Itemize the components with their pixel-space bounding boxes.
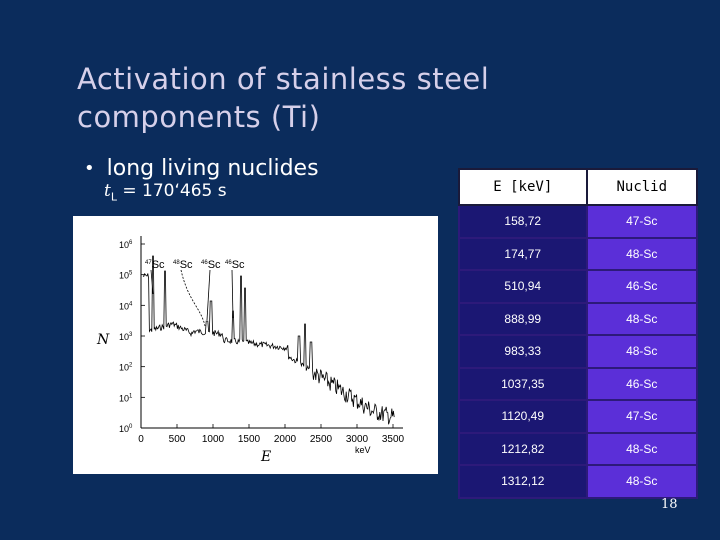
x-tick-label: 0 [138, 434, 144, 445]
y-tick-label: 106 [119, 240, 133, 250]
spectrum-trace [142, 255, 395, 425]
table-row: 1312,12 48-Sc [458, 464, 699, 499]
x-tick-label: 2500 [310, 434, 333, 445]
table-row: 1120,49 47-Sc [458, 399, 699, 434]
nuclid-cell: 48-Sc [585, 334, 699, 369]
nuclid-cell: 48-Sc [585, 301, 699, 336]
page-number: 18 [661, 497, 678, 512]
x-tick-label: 500 [169, 434, 186, 445]
bullet-item: • long living nuclides [84, 154, 319, 184]
table-row: 510,94 46-Sc [458, 269, 699, 304]
nuclide-table: E [keV] Nuclid 158,72 47-Sc 174,77 48-Sc 510… [458, 168, 699, 499]
header-nuclid: Nuclid [585, 168, 699, 206]
energy-cell: 1212,82 [458, 431, 588, 466]
x-tick-label: 1500 [238, 434, 261, 445]
table-row: 1037,35 46-Sc [458, 366, 699, 401]
x-tick-label: 1000 [202, 434, 225, 445]
x-tick-label: 3000 [346, 434, 369, 445]
y-tick-label: 105 [119, 271, 133, 281]
isotope-label: 46Sc [201, 259, 221, 271]
gamma-spectrum-plot: 106 105 104 103 102 101 100 0 500 1000 1500 2000 25… [73, 216, 438, 474]
arrow-47sc [150, 269, 154, 295]
x-tick-label: 3500 [382, 434, 405, 445]
nuclid-cell: 48-Sc [585, 464, 699, 499]
nuclid-cell: 48-Sc [585, 431, 699, 466]
nuclid-cell: 47-Sc [585, 399, 699, 434]
y-tick-label: 101 [119, 393, 133, 403]
energy-cell: 510,94 [458, 269, 588, 304]
nuclid-cell: 47-Sc [585, 204, 699, 239]
x-axis-unit: keV [355, 445, 371, 455]
lifetime-value: = 170‘465 s [122, 181, 227, 201]
table-row: 158,72 47-Sc [458, 204, 699, 239]
energy-cell: 1037,35 [458, 366, 588, 401]
table-row: 888,99 48-Sc [458, 301, 699, 336]
lifetime-subscript: L [110, 190, 117, 204]
y-tick-label: 100 [119, 424, 133, 434]
slide-title: Activation of stainless steel components… [77, 62, 490, 134]
arrow-46sc-b [231, 269, 234, 319]
energy-cell: 888,99 [458, 301, 588, 336]
bullet-dot-icon: • [84, 158, 95, 179]
nuclid-cell: 46-Sc [585, 269, 699, 304]
isotope-label: 47Sc [145, 259, 165, 271]
energy-cell: 1120,49 [458, 399, 588, 434]
lifetime-symbol: t [104, 181, 111, 201]
lifetime-line: tL = 170‘465 s [104, 180, 227, 208]
x-tick-label: 2000 [274, 434, 297, 445]
isotope-label: 48Sc [173, 259, 193, 271]
energy-cell: 1312,12 [458, 464, 588, 499]
energy-cell: 983,33 [458, 334, 588, 369]
y-tick-label: 104 [119, 301, 133, 311]
energy-cell: 174,77 [458, 236, 588, 271]
bullet-text: long living nuclides [106, 156, 319, 181]
table-row: 174,77 48-Sc [458, 236, 699, 271]
energy-cell: 158,72 [458, 204, 588, 239]
y-axis-label: N [96, 332, 110, 348]
isotope-label: 46Sc [225, 259, 245, 271]
table-row: 983,33 48-Sc [458, 334, 699, 369]
y-tick-label: 103 [119, 332, 133, 342]
arrow-48sc [180, 269, 206, 327]
y-tick-label: 102 [119, 363, 133, 373]
header-energy: E [keV] [458, 168, 588, 206]
spectrum-svg: 106 105 104 103 102 101 100 0 500 1000 1500 2000 25… [96, 236, 405, 465]
x-axis-label: E [260, 449, 271, 465]
nuclid-cell: 46-Sc [585, 366, 699, 401]
table-row: 1212,82 48-Sc [458, 431, 699, 466]
arrow-46sc-a [206, 269, 211, 321]
nuclid-cell: 48-Sc [585, 236, 699, 271]
